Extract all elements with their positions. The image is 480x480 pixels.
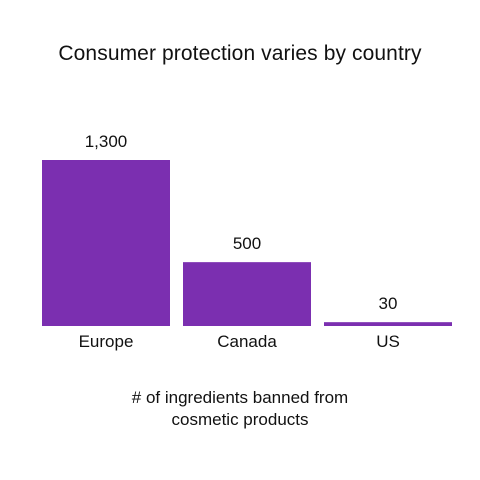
value-label-europe: 1,300	[85, 132, 128, 151]
category-label-canada: Canada	[217, 332, 277, 351]
category-label-us: US	[376, 332, 400, 351]
value-label-canada: 500	[233, 234, 261, 253]
caption-line-1: # of ingredients banned from	[131, 388, 349, 407]
caption-line-2: cosmetic products	[171, 410, 309, 429]
bar-europe	[42, 160, 170, 326]
chart-caption: # of ingredients banned from cosmetic pr…	[0, 387, 480, 431]
chart-title: Consumer protection varies by country	[58, 42, 422, 65]
bar-us	[324, 322, 452, 326]
value-label-us: 30	[379, 294, 398, 313]
bar-canada	[183, 262, 311, 326]
category-label-europe: Europe	[79, 332, 134, 351]
